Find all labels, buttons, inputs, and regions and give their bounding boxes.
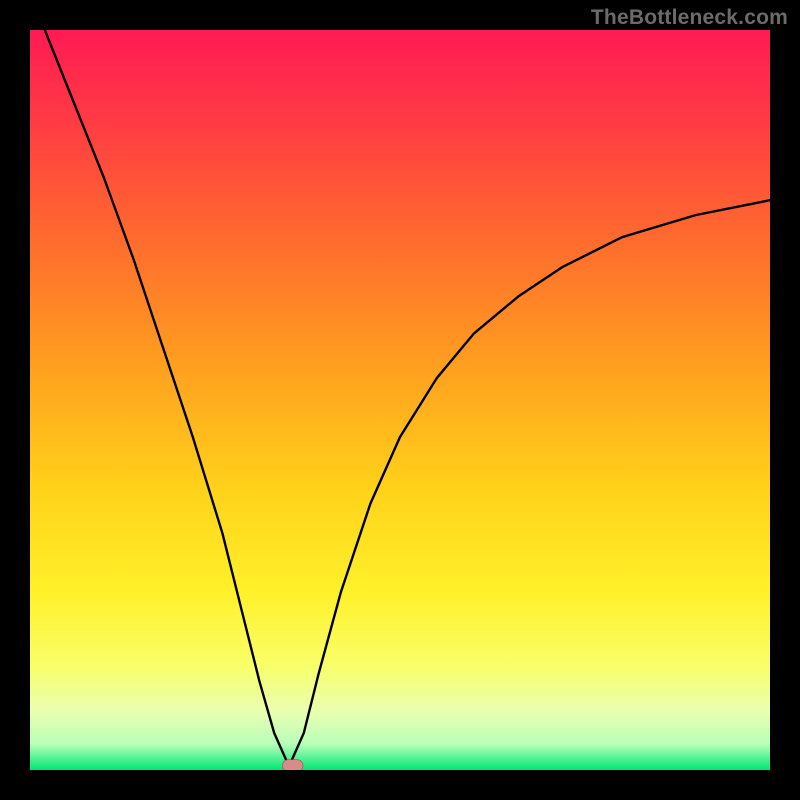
bottleneck-chart [30, 30, 770, 770]
chart-svg [30, 30, 770, 770]
chart-background [30, 30, 770, 770]
chart-frame: TheBottleneck.com [0, 0, 800, 800]
watermark-text: TheBottleneck.com [591, 6, 788, 30]
optimal-point-marker [282, 760, 303, 770]
